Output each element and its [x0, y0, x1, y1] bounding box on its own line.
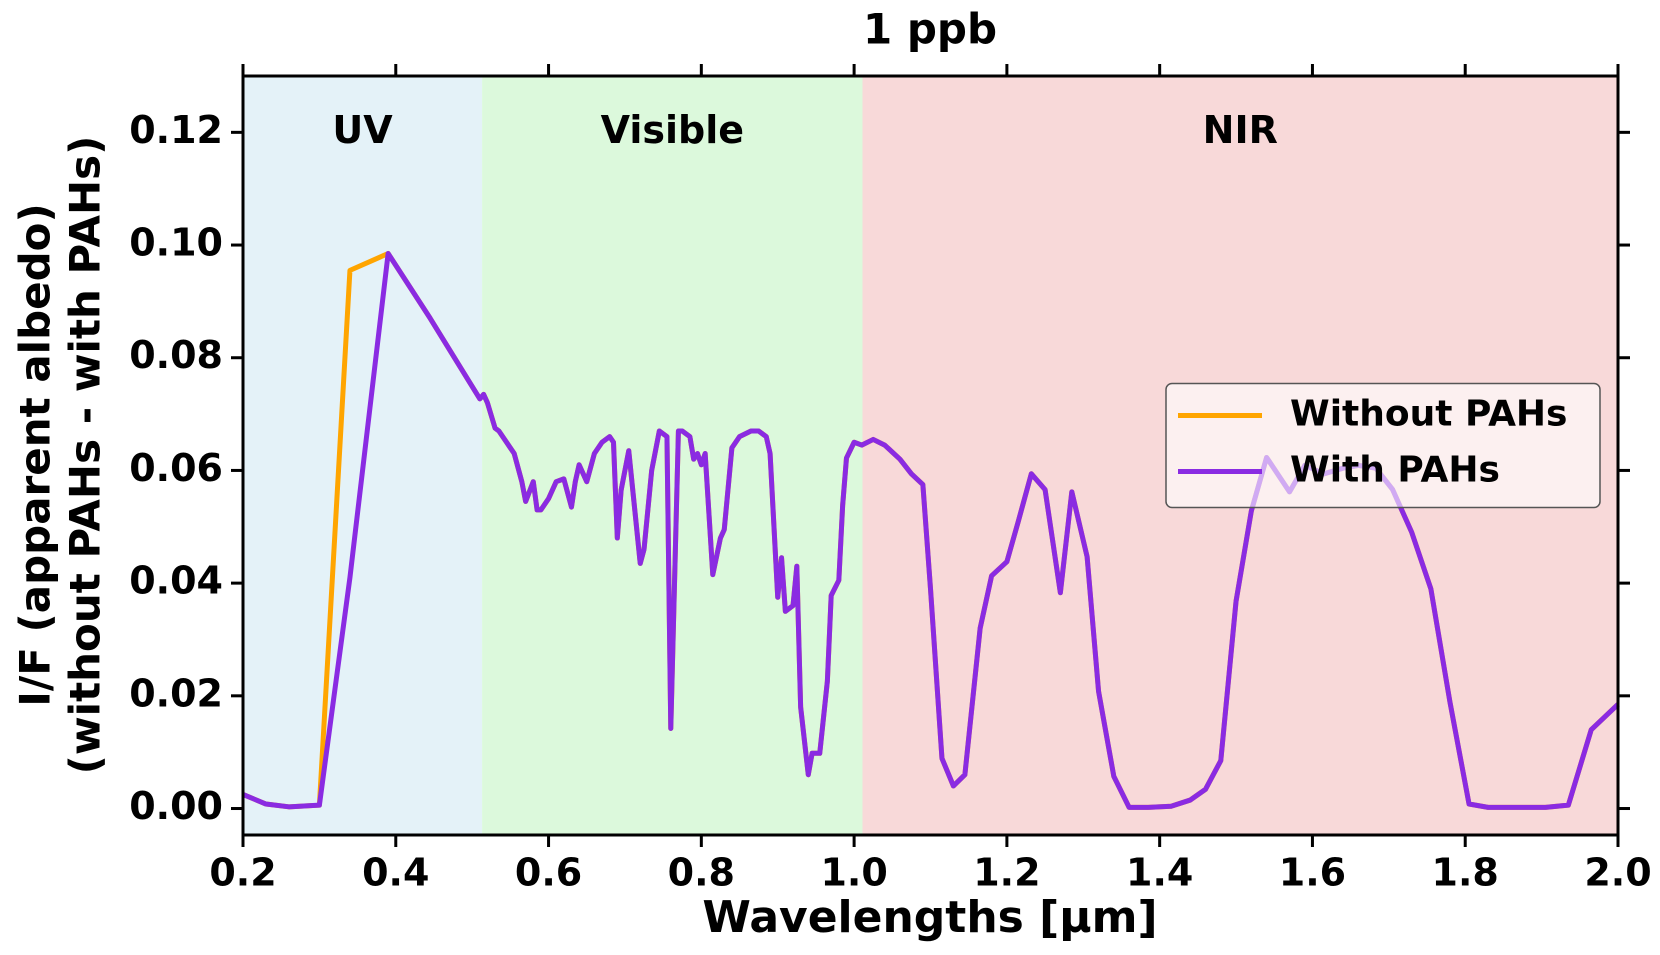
x-tick-label: 1.4 [1126, 851, 1193, 895]
x-tick-label: 0.2 [209, 851, 276, 895]
x-tick-label: 0.4 [362, 851, 429, 895]
y-axis-label: I/F (apparent albedo) [11, 203, 60, 707]
x-tick-label: 0.6 [515, 851, 582, 895]
x-tick-label: 1.8 [1432, 851, 1499, 895]
chart-title: 1 ppb [863, 5, 997, 54]
plot-lines [242, 250, 1620, 810]
legend: Without PAHs With PAHs [1165, 382, 1601, 509]
y-tick-label: 0.00 [129, 784, 223, 828]
axes: UV Visible NIR 0.2 0.4 0.6 0.8 1.0 1.2 1.4 1.6 1.8 2… [129, 64, 1652, 895]
y-tick-label: 0.08 [129, 333, 223, 377]
region-label: UV [332, 108, 393, 152]
x-tick-label: 1.2 [973, 851, 1040, 895]
x-tick-label: 1.0 [820, 851, 887, 895]
legend-box [1165, 382, 1601, 509]
plot-frame [241, 74, 1620, 837]
region-label: Visible [601, 108, 744, 152]
series-line [242, 250, 1620, 810]
legend-label: With PAHs [1290, 450, 1500, 491]
y-tick-label: 0.04 [129, 559, 223, 603]
y-tick-label: 0.06 [129, 446, 223, 490]
y-tick-label: 0.10 [129, 221, 223, 265]
x-tick-label: 1.6 [1279, 851, 1346, 895]
x-axis-label: Wavelengths [µm] [702, 892, 1157, 943]
y-axis-label: (without PAHs - with PAHs) [61, 136, 110, 775]
x-tick-label: 0.8 [668, 851, 735, 895]
region-label: NIR [1203, 108, 1278, 152]
legend-label: Without PAHs [1290, 394, 1568, 435]
y-tick-label: 0.02 [129, 671, 223, 715]
y-tick-label: 0.12 [129, 108, 223, 152]
x-tick-label: 2.0 [1584, 851, 1651, 895]
